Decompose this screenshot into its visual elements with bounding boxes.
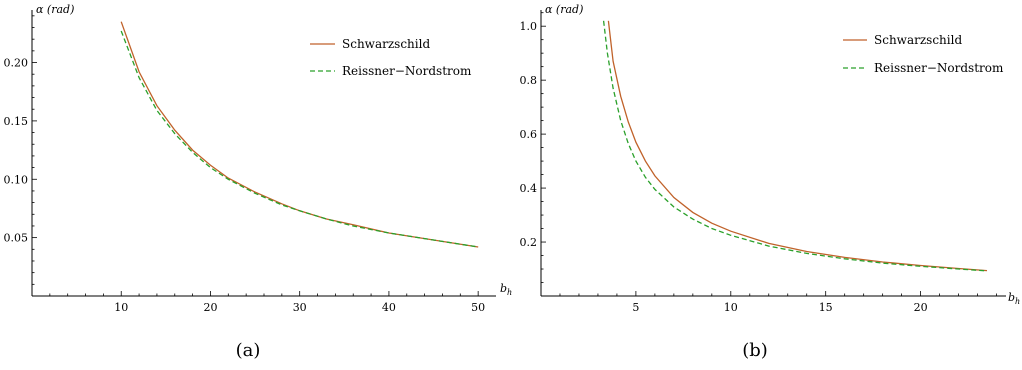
- panel-b-caption: (b): [742, 340, 768, 361]
- panel-b-x-axis-label: bh: [1008, 291, 1020, 306]
- panel-a-legend: Schwarzschild Reissner−Nordstrom: [310, 37, 472, 78]
- panel-a-x-tick-label: 50: [471, 301, 485, 314]
- panel-a-y-tick-label: 0.15: [4, 115, 29, 128]
- panel-a-series-schwarzschild-line: [120, 21, 479, 248]
- panel-a-x-tick-label: 20: [203, 301, 217, 314]
- panel-a-y-tick-label: 0.10: [4, 173, 29, 186]
- panel-b-legend-label-schwarzschild: Schwarzschild: [874, 33, 962, 47]
- panel-b-y-tick-label: 0.4: [520, 182, 538, 195]
- panel-b-x-tick-label: 15: [819, 301, 833, 314]
- panel-b-y-tick-label: 0.2: [520, 236, 538, 249]
- panel-a-legend-label-reissner: Reissner−Nordstrom: [342, 64, 472, 78]
- panel-a-caption: (a): [236, 340, 261, 361]
- panel-a-x-tick-label: 10: [114, 301, 128, 314]
- panel-b-x-tick-label: 5: [632, 301, 639, 314]
- panel-b-chart: α (rad) bh 5 10 15 20 0.2 0.4 0.6 0.8 1.0 Schwar…: [520, 3, 1021, 361]
- panel-a-chart: α (rad) bh 10 20 30 40 50 0.05 0.10 0.15 0.20 Sc…: [4, 3, 513, 361]
- panel-a-legend-label-schwarzschild: Schwarzschild: [342, 37, 430, 51]
- panel-b-x-tick-label: 20: [914, 301, 928, 314]
- panel-a-y-axis-label: α (rad): [36, 3, 74, 16]
- panel-a-y-tick-label: 0.20: [4, 57, 29, 70]
- panel-b-series-reissner-nordstrom-line: [602, 20, 988, 272]
- panel-b-y-tick-label: 0.6: [520, 128, 538, 141]
- panel-b-legend-label-reissner: Reissner−Nordstrom: [874, 61, 1004, 75]
- panel-b-series-schwarzschild-line: [607, 20, 988, 272]
- panel-a-x-tick-label: 40: [382, 301, 396, 314]
- panel-b-x-tick-label: 10: [724, 301, 738, 314]
- panel-a-y-tick-label: 0.05: [4, 232, 29, 245]
- panel-a-x-tick-label: 30: [293, 301, 307, 314]
- panel-a-series-reissner-nordstrom-line: [120, 30, 479, 248]
- panel-b-y-axis-label: α (rad): [545, 3, 583, 16]
- panel-a-x-axis-label: bh: [500, 282, 512, 297]
- panel-b-y-tick-label: 0.8: [520, 74, 538, 87]
- panel-b-legend: Schwarzschild Reissner−Nordstrom: [843, 33, 1004, 75]
- panel-b-y-tick-label: 1.0: [520, 20, 538, 33]
